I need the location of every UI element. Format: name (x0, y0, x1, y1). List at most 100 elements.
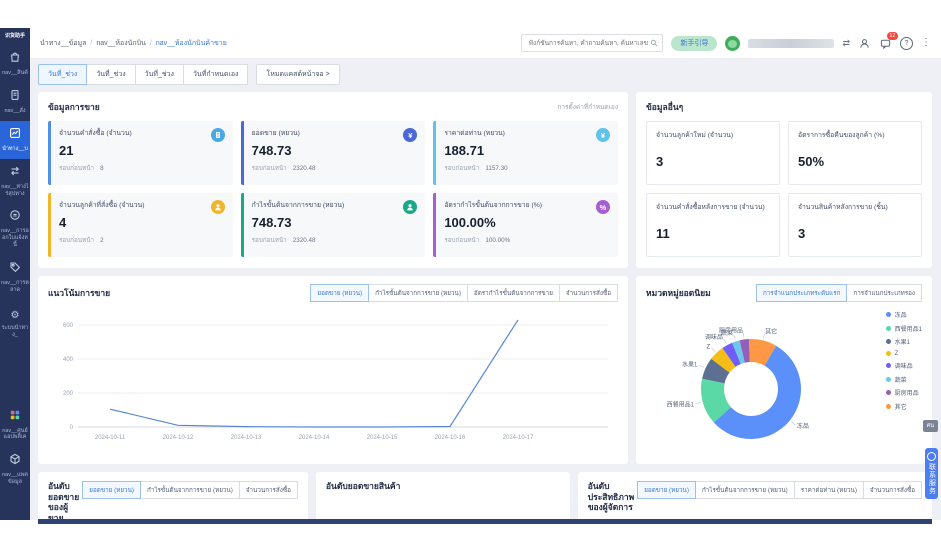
stat-previous: รอบก่อนหน้า100.00% (444, 235, 610, 245)
stat-label: จำนวนคำสั่งซื้อ (จำนวน) (59, 127, 225, 138)
sidebar-item-2[interactable]: nav__สั่ง (0, 83, 30, 121)
manager-metric-button-1[interactable]: ยอดขาย (หยวน) (637, 481, 696, 499)
donut-slice-label: 其它 (765, 328, 777, 336)
seller-ranking-title: อันดับยอดขายของผู้ขาย (48, 481, 83, 519)
tab-date-1[interactable]: วันที่_ช่วง (38, 64, 87, 85)
legend-item-西餐用品1[interactable]: 西餐用品1 (886, 324, 922, 333)
help-icon[interactable]: ? (900, 37, 913, 50)
tab-date-3[interactable]: วันที่_ช่วง (135, 64, 184, 85)
legend-item-蔬菜[interactable]: 蔬菜 (886, 375, 922, 384)
switch-account-icon[interactable]: ⇄ (842, 39, 850, 48)
stat-tile-5: กำไรขั้นต้นจากการขาย (หยวน)748.73รอบก่อน… (241, 193, 426, 257)
stat-previous: รอบก่อนหน้า2 (59, 235, 225, 245)
trend-metric-button-3[interactable]: อัตรากำไรขั้นต้นจากการขาย (467, 284, 560, 302)
contact-service-button[interactable]: 联系服务 (925, 448, 938, 499)
sidebar-cube-icon (9, 452, 21, 470)
legend-item-厨房用品[interactable]: 厨房用品 (886, 388, 922, 397)
sidebar: 识货助手 nav__สินค้nav__สั่งนำทาง__บnav__ห่า… (0, 28, 30, 520)
stat-value: 100.00% (444, 215, 610, 230)
stat-value: 748.73 (252, 215, 418, 230)
custom-settings-link[interactable]: การตั้งค่าที่กำหนดเอง (557, 102, 618, 112)
breadcrumb-separator: / (150, 40, 152, 47)
trend-metric-button-1[interactable]: ยอดขาย (หยวน) (310, 284, 369, 302)
trend-metric-button-2[interactable]: กำไรขั้นต้นจากการขาย (หยวน) (368, 284, 468, 302)
app-window: 识货助手 nav__สินค้nav__สั่งนำทาง__บnav__ห่า… (0, 28, 941, 520)
topbar-actions: 新手引导 ⇄ 12 ? ⋮ (521, 34, 931, 52)
sidebar-item-6[interactable]: nav__การตลาด (0, 255, 30, 300)
other-value: 11 (656, 226, 770, 241)
sidebar-item-label: nav__สินค้ (1, 70, 29, 77)
sidebar-item-8[interactable]: nav__ศูนย์แอปพลิเค (0, 403, 30, 448)
user-icon[interactable] (858, 37, 871, 50)
seller-metric-button-1[interactable]: ยอดขาย (หยวน) (82, 481, 141, 499)
breadcrumb-separator: / (90, 40, 92, 47)
other-data-title: ข้อมูลอื่นๆ (646, 100, 683, 114)
stat-previous-value: 1157.30 (485, 165, 507, 172)
legend-label: 调味品 (895, 361, 913, 370)
search-input[interactable] (526, 39, 650, 48)
sidebar-item-5[interactable]: nav__การออกใบแจ้งหนี้ (0, 203, 30, 255)
sales-tiles: จำนวนคำสั่งซื้อ (จำนวน)21รอบก่อนหน้า8ยอด… (48, 121, 618, 257)
legend-label: 其它 (895, 402, 907, 411)
donut-label-line (791, 422, 795, 425)
category-level-button-2[interactable]: การจำแนกประเภทรอง (846, 284, 922, 302)
sales-trend-title: แนวโน้มการขาย (48, 286, 110, 300)
manager-metric-button-4[interactable]: จำนวนการสั่งซื้อ (863, 481, 922, 499)
stat-previous-value: 8 (100, 165, 104, 172)
manager-metric-button-2[interactable]: กำไรขั้นต้นจากการขาย (หยวน) (695, 481, 795, 499)
breadcrumb-item-2[interactable]: nav__ห้องนักบิน (96, 38, 146, 49)
category-level-button-1[interactable]: การจำแนกประเภทระดับแรก (756, 284, 847, 302)
stat-value: 188.71 (444, 143, 610, 158)
legend-item-调味品[interactable]: 调味品 (886, 361, 922, 370)
service-icon (927, 452, 936, 461)
legend-label: 水果1 (895, 337, 910, 346)
trend-metric-buttons: ยอดขาย (หยวน)กำไรขั้นต้นจากการขาย (หยวน)… (311, 284, 618, 302)
sidebar-item-9[interactable]: nav__แพคข้อมูล (0, 447, 30, 492)
sidebar-item-4[interactable]: nav__ห่างไร่สุปทาง (0, 159, 30, 204)
donut-slice-label: 冻品 (797, 422, 809, 430)
seller-metric-button-3[interactable]: จำนวนการสั่งซื้อ (239, 481, 298, 499)
newbie-guide-button[interactable]: 新手引导 (671, 36, 717, 51)
y-tick-label: 600 (63, 323, 74, 329)
stat-value: 4 (59, 215, 225, 230)
legend-item-其它[interactable]: 其它 (886, 402, 922, 411)
messages-icon[interactable]: 12 (879, 37, 892, 50)
breadcrumb-item-3[interactable]: nav__ห้องนักบินค้าขาย (156, 38, 227, 49)
tab-date-4[interactable]: วันที่กำหนดเอง (183, 64, 248, 85)
username-redacted (748, 39, 834, 48)
legend-item-Z[interactable]: Z (886, 351, 922, 357)
stat-order-doc-icon (211, 128, 225, 142)
tab-date-2[interactable]: วันที่_ช่วง (86, 64, 135, 85)
avatar[interactable] (725, 36, 740, 51)
product-ranking-title: อันดับยอดขายสินค้า (326, 481, 400, 492)
stat-label: ราคาต่อท่าน (หยวน) (444, 127, 610, 138)
stat-yen-icon: ¥ (596, 128, 610, 142)
donut-slice-label: 厨房用品 (719, 327, 743, 335)
stat-previous: รอบก่อนหน้า2320.48 (252, 163, 418, 173)
search-box[interactable] (521, 34, 663, 52)
trend-metric-button-4[interactable]: จำนวนการสั่งซื้อ (559, 284, 618, 302)
categories-donut-chart: 冻品西餐用品1水果1Z调味品蔬菜厨房用品其它 (646, 309, 866, 464)
legend-item-冻品[interactable]: 冻品 (886, 310, 922, 319)
breadcrumb-item-1[interactable]: นำทาง__ข้อมูล (40, 38, 86, 49)
legend-dot (886, 377, 891, 382)
sidebar-tag-icon (9, 260, 21, 278)
cast-mode-button[interactable]: โหมดแคสต์หน้าจอ > (256, 64, 339, 85)
stat-previous: รอบก่อนหน้า8 (59, 163, 225, 173)
popular-categories-title: หมวดหมู่ยอดนิยม (646, 286, 711, 300)
other-label: อัตราการซื้อคืนของลูกค้า (%) (798, 129, 912, 140)
sidebar-item-3[interactable]: นำทาง__บ (0, 121, 30, 159)
sidebar-item-label: nav__ศูนย์แอปพลิเค (0, 428, 30, 442)
legend-dot (886, 312, 891, 317)
stat-label: อัตรากำไรขั้นต้นจากการขาย (%) (444, 199, 610, 210)
sidebar-item-7[interactable]: ⚙ระบบนำทาง_ (0, 300, 30, 345)
stat-tile-1: จำนวนคำสั่งซื้อ (จำนวน) 21 รอบก่อนหน้า8 (48, 121, 233, 185)
legend-item-水果1[interactable]: 水果1 (886, 337, 922, 346)
x-tick-label: 2024-10-11 (95, 435, 126, 441)
more-menu-icon[interactable]: ⋮ (921, 38, 931, 48)
manager-metric-button-3[interactable]: ราคาต่อท่าน (หยวน) (794, 481, 864, 499)
seller-metric-button-2[interactable]: กำไรขั้นต้นจากการขาย (หยวน) (140, 481, 240, 499)
stat-value: 21 (59, 143, 225, 158)
sidebar-item-1[interactable]: nav__สินค้ (0, 45, 30, 83)
trend-line-series (110, 320, 518, 427)
